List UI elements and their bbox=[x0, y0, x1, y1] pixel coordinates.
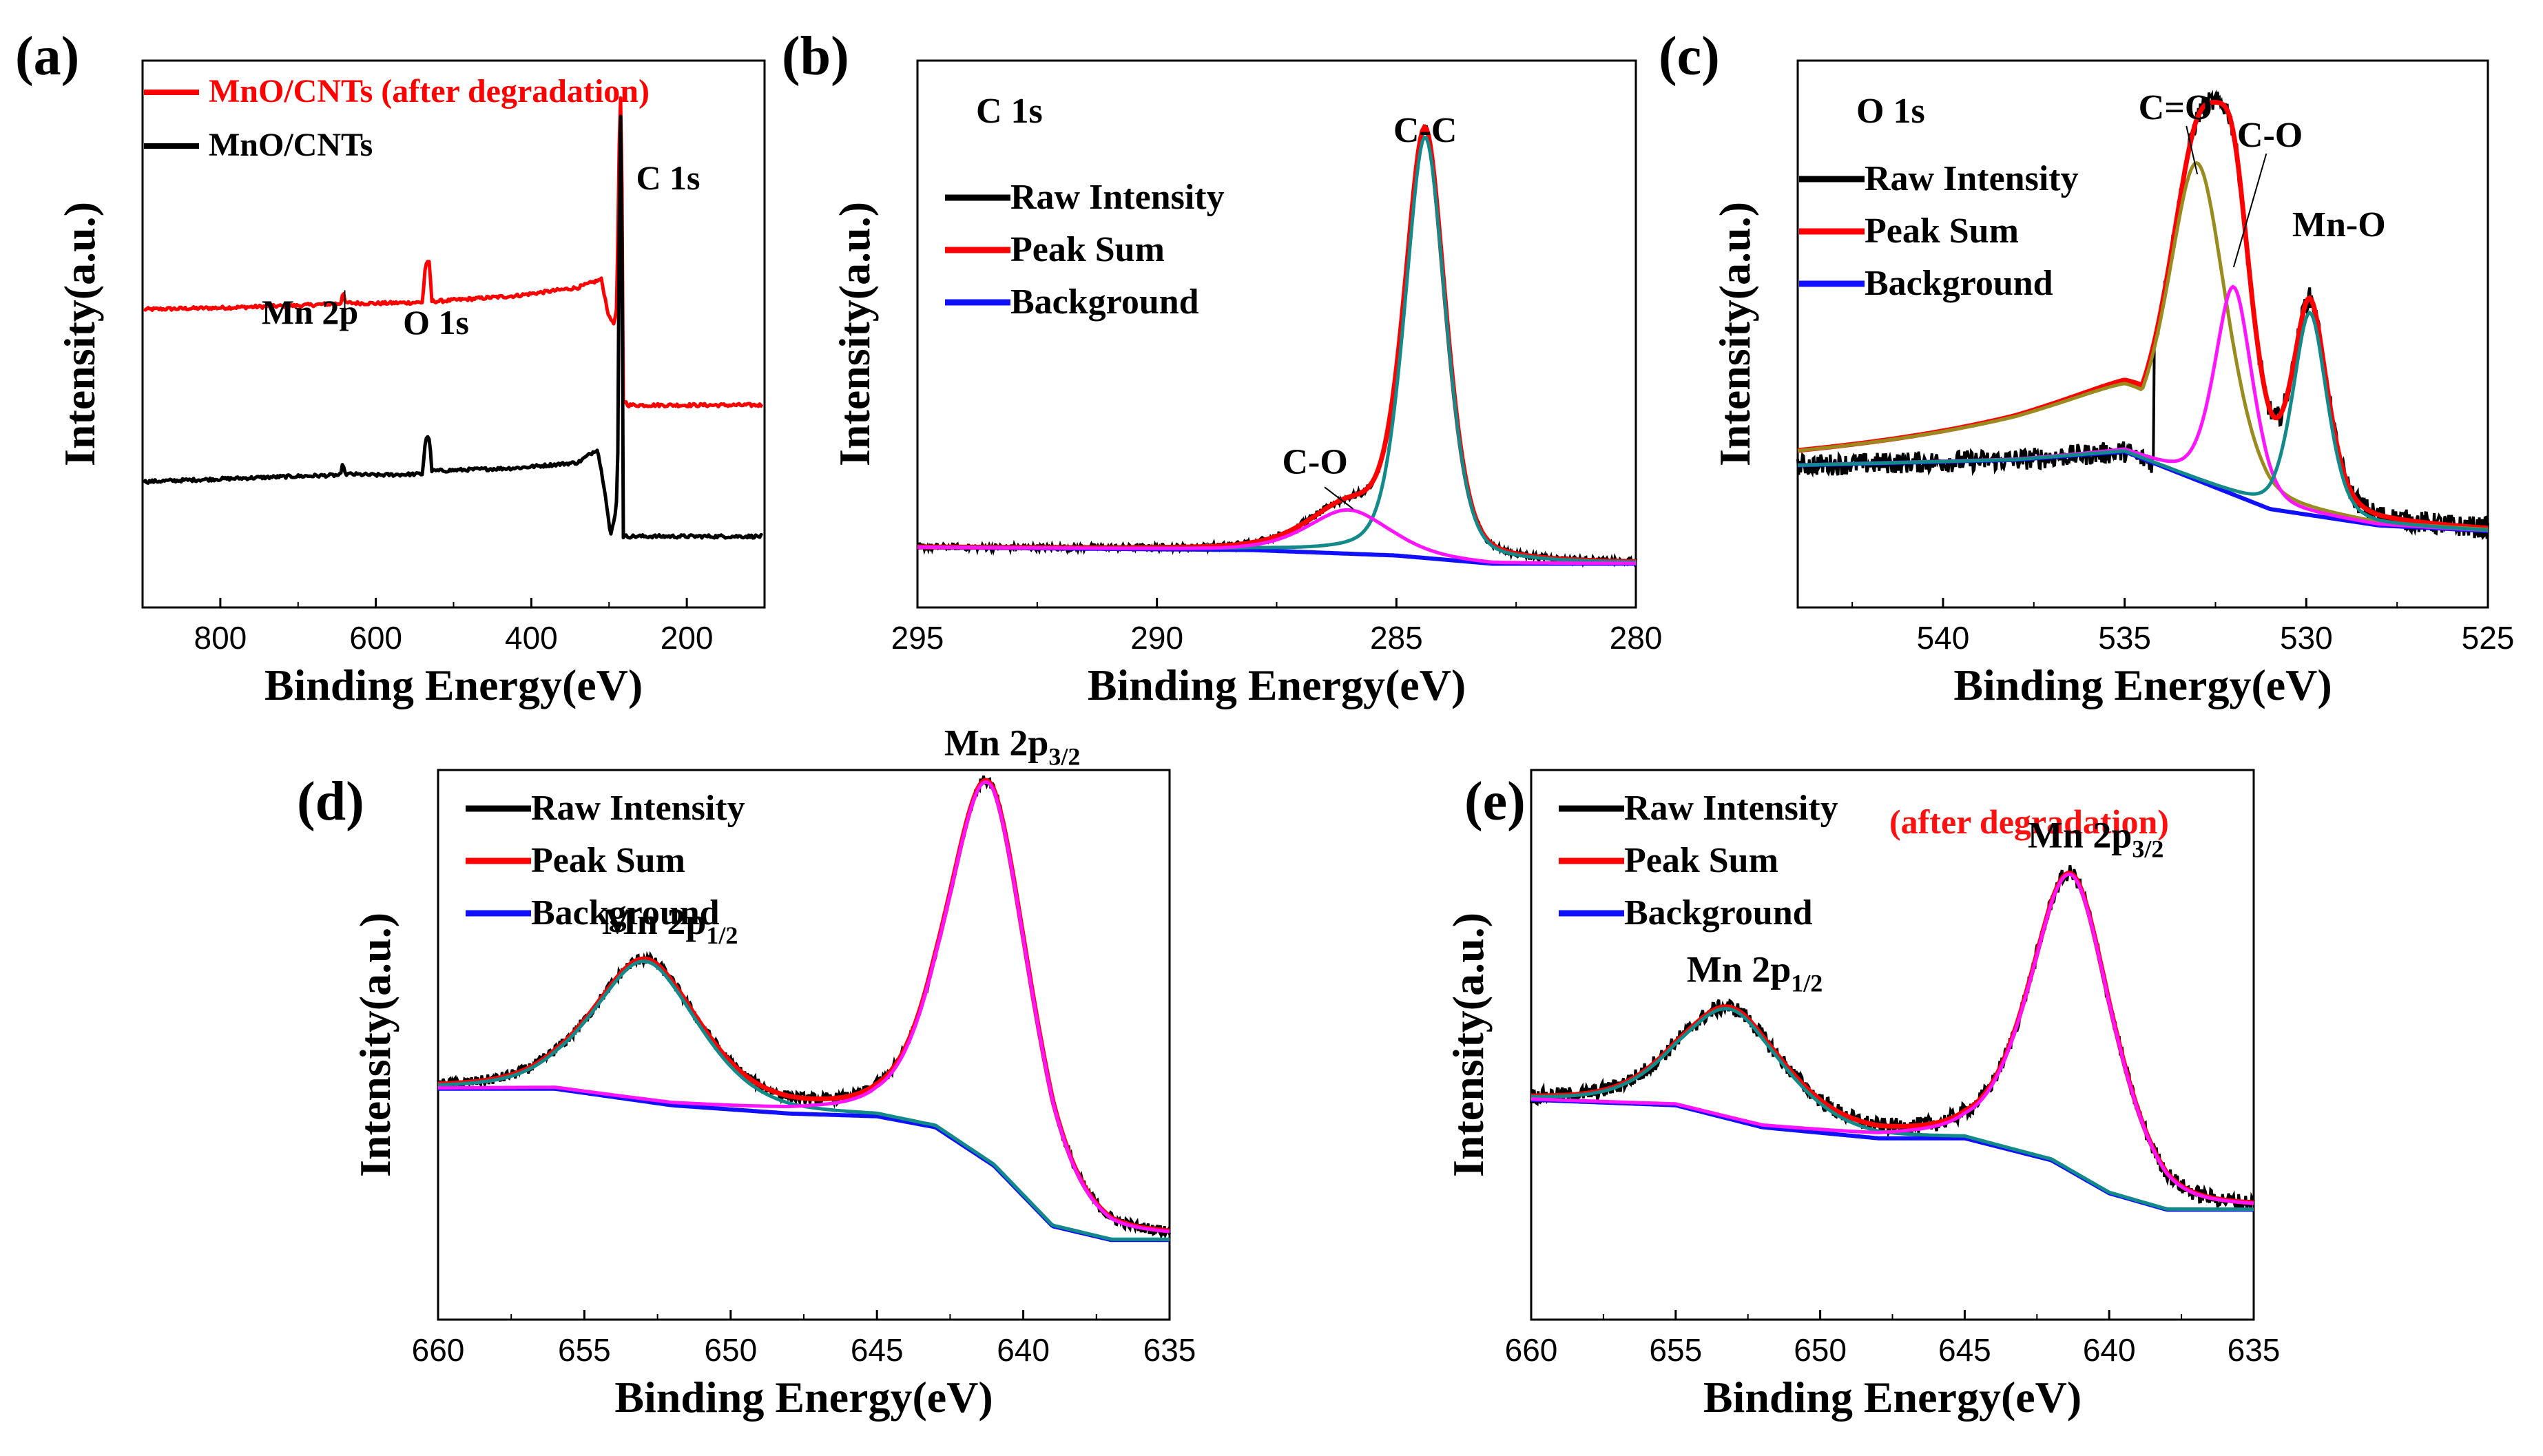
legend-entry: Peak Sum bbox=[1865, 211, 2019, 251]
legend-entry: Peak Sum bbox=[1624, 841, 1778, 880]
x-tick-label: 640 bbox=[997, 1332, 1050, 1368]
legend-entry: Background bbox=[1865, 264, 2053, 303]
legend-entry: Background bbox=[531, 893, 720, 933]
x-axis-label: Binding Energy(eV) bbox=[614, 1373, 993, 1422]
y-axis-label: Intensity(a.u.) bbox=[1444, 913, 1493, 1177]
plot-title: (after degradation) bbox=[1889, 802, 2169, 841]
annotation: C 1s bbox=[636, 158, 700, 197]
component-line-1 bbox=[917, 508, 1636, 565]
series-line-0 bbox=[143, 96, 764, 408]
legend-entry: MnO/CNTs (after degradation) bbox=[209, 73, 650, 110]
panel-e: 660 655 650 645 640 635 Binding Energy(eV) Inte… bbox=[1444, 769, 2281, 1422]
x-tick-label: 635 bbox=[1143, 1332, 1196, 1368]
x-tick-label: 540 bbox=[1917, 620, 1970, 656]
legend-entry: Peak Sum bbox=[531, 841, 685, 880]
y-axis-label: Intensity(a.u.) bbox=[1710, 202, 1759, 466]
panel-letter: (c) bbox=[1659, 26, 1720, 87]
x-tick-label: 655 bbox=[558, 1332, 611, 1368]
annotation-leader bbox=[2186, 125, 2199, 175]
legend-entry: Raw Intensity bbox=[1624, 789, 1838, 828]
x-tick-label: 600 bbox=[349, 620, 402, 656]
annotation-leader bbox=[2232, 153, 2267, 268]
x-tick-label: 635 bbox=[2228, 1332, 2281, 1368]
component-line-0 bbox=[1531, 1006, 2254, 1211]
x-axis-label: Binding Energy(eV) bbox=[1703, 1373, 2082, 1422]
x-tick-label: 400 bbox=[505, 620, 558, 656]
annotation: Mn 2p1/2 bbox=[1687, 948, 1823, 997]
x-tick-label: 645 bbox=[1938, 1332, 1991, 1368]
component-line-1 bbox=[438, 780, 1170, 1234]
raw-intensity-line bbox=[1796, 89, 2489, 541]
annotation: Mn-O bbox=[2292, 205, 2386, 245]
legend-entry: Raw Intensity bbox=[1865, 159, 2079, 198]
plot-frame bbox=[916, 59, 1637, 609]
x-tick-label: 530 bbox=[2280, 620, 2333, 656]
component-line-2 bbox=[1797, 310, 2489, 532]
legend-entry: Background bbox=[1010, 282, 1199, 322]
annotation: Mn 2p1/2 bbox=[602, 901, 738, 949]
component-line-1 bbox=[1797, 284, 2489, 532]
x-tick-label: 525 bbox=[2462, 620, 2515, 656]
plot-title: C 1s bbox=[976, 92, 1043, 131]
background-line bbox=[1530, 1097, 2254, 1212]
x-tick-label: 535 bbox=[2098, 620, 2151, 656]
x-tick-label: 660 bbox=[412, 1332, 465, 1368]
component-line-1 bbox=[1530, 872, 2254, 1205]
annotation: Mn 2p3/2 bbox=[2028, 814, 2164, 862]
panel-a: 800 600 400 200 Binding Energy(eV) Intensity(… bbox=[15, 26, 766, 709]
annotation: Mn 2p3/2 bbox=[944, 722, 1081, 770]
panel-d: 660 655 650 645 640 635 Binding Energy(eV) Inte… bbox=[297, 722, 1196, 1422]
x-tick-label: 285 bbox=[1370, 620, 1423, 656]
x-tick-label: 645 bbox=[851, 1332, 904, 1368]
y-axis-label: Intensity(a.u.) bbox=[55, 202, 104, 466]
x-tick-label: 290 bbox=[1130, 620, 1183, 656]
legend-entry: MnO/CNTs bbox=[209, 127, 373, 163]
x-axis-label: Binding Energy(eV) bbox=[1953, 661, 2332, 709]
panel-letter: (a) bbox=[15, 26, 79, 87]
y-axis-label: Intensity(a.u.) bbox=[351, 913, 399, 1177]
x-tick-label: 660 bbox=[1505, 1332, 1558, 1368]
x-tick-label: 655 bbox=[1649, 1332, 1702, 1368]
legend-entry: Peak Sum bbox=[1010, 230, 1165, 269]
annotation: O 1s bbox=[403, 303, 469, 342]
y-axis-label: Intensity(a.u.) bbox=[830, 202, 879, 466]
legend-entry: Raw Intensity bbox=[1010, 178, 1225, 217]
plot-frame bbox=[1796, 59, 2489, 609]
x-tick-label: 650 bbox=[704, 1332, 757, 1368]
x-axis-label: Binding Energy(eV) bbox=[1088, 661, 1466, 709]
x-tick-label: 800 bbox=[194, 620, 247, 656]
x-tick-label: 295 bbox=[891, 620, 944, 656]
annotation: C-C bbox=[1393, 111, 1457, 150]
legend-entry: Background bbox=[1624, 893, 1813, 933]
legend-entry: Raw Intensity bbox=[531, 789, 745, 828]
x-axis-label: Binding Energy(eV) bbox=[264, 661, 643, 709]
component-line-0 bbox=[1797, 160, 2489, 532]
panel-letter: (d) bbox=[297, 771, 364, 832]
panel-b: 295 290 285 280 Binding Energy(eV) Intensity(… bbox=[782, 26, 1662, 709]
background-line bbox=[438, 1086, 1170, 1242]
plot-title: O 1s bbox=[1856, 92, 1925, 131]
series-line-1 bbox=[142, 114, 764, 540]
panel-letter: (e) bbox=[1464, 771, 1526, 832]
x-tick-label: 200 bbox=[661, 620, 714, 656]
annotation: C-O bbox=[2237, 116, 2303, 155]
annotation-leader bbox=[1324, 486, 1354, 510]
x-tick-label: 640 bbox=[2083, 1332, 2136, 1368]
panel-letter: (b) bbox=[782, 26, 849, 87]
annotation: Mn 2p bbox=[262, 293, 358, 331]
x-tick-label: 650 bbox=[1794, 1332, 1847, 1368]
annotation: C-O bbox=[1282, 442, 1347, 481]
panel-c: 540 535 530 525 Binding Energy(eV) Intensity(… bbox=[1659, 26, 2514, 709]
annotation: C=O bbox=[2139, 88, 2213, 127]
x-tick-label: 280 bbox=[1610, 620, 1663, 656]
